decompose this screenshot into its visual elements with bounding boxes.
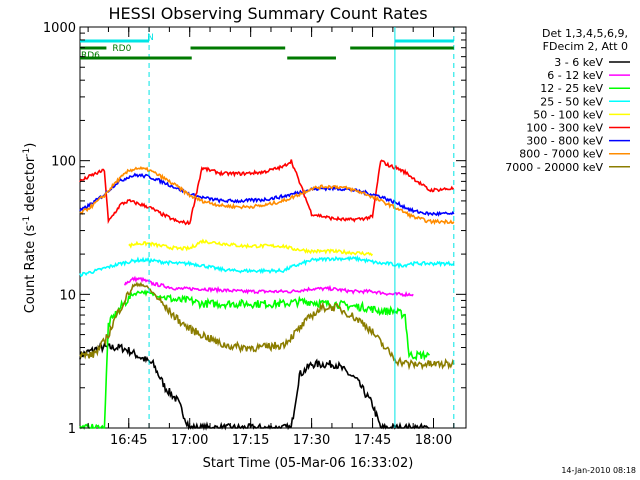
plot-area (79, 26, 467, 429)
flag-label-n: N (147, 33, 154, 43)
legend-entry-label: 800 - 7000 keV (519, 148, 603, 161)
flag-label-rd6: RD6 (81, 51, 100, 61)
plot-frame (79, 26, 467, 429)
x-tick-label: 16:45 (110, 433, 147, 448)
legend-entry-label: 50 - 100 keV (533, 108, 603, 121)
legend-header: Det 1,3,4,5,6,9, (542, 27, 628, 40)
legend-header: FDecim 2, Att 0 (543, 40, 628, 53)
series-line-6 (79, 172, 455, 217)
legend-entry-label: 3 - 6 keV (554, 56, 603, 69)
flag-label-rd0: RD0 (112, 44, 131, 54)
y-tick-label: 1 (68, 422, 76, 437)
ylabel-superscript: -1 (22, 148, 32, 157)
y-tick-label: 10 (59, 288, 76, 303)
legend-entry-label: 12 - 25 keV (540, 82, 603, 95)
legend-entry-label: 7000 - 20000 keV (505, 161, 603, 174)
ylabel-part: ) (23, 143, 38, 148)
series-line-1 (123, 275, 414, 298)
x-tick-label: 17:15 (232, 433, 269, 448)
series-group (79, 159, 455, 431)
x-axis-label: Start Time (05-Mar-06 16:33:02) (203, 456, 414, 471)
axes-group: 16:45 17:00 17:15 17:30 17:45 18:00 1 10 100 1000 (43, 21, 466, 448)
series-line-0 (79, 342, 430, 431)
y-tick-label: 1000 (43, 21, 76, 36)
series-line-2 (79, 289, 431, 430)
x-tick-label: 18:00 (415, 433, 452, 448)
x-tick-label: 17:45 (354, 433, 391, 448)
legend-entry-label: 25 - 50 keV (540, 95, 603, 108)
legend-entry-label: 100 - 300 keV (526, 122, 603, 135)
footer-timestamp: 14-Jan-2010 08:18 (561, 466, 636, 475)
legend: Det 1,3,4,5,6,9,FDecim 2, Att 0 3 - 6 keV… (505, 27, 630, 174)
ylabel-superscript: -1 (22, 216, 32, 225)
x-tick-label: 17:30 (293, 433, 330, 448)
series-line-4 (128, 238, 374, 257)
legend-entry-label: 300 - 800 keV (526, 135, 603, 148)
series-line-7 (79, 166, 455, 226)
x-tick-label: 17:00 (171, 433, 208, 448)
series-line-3 (79, 254, 455, 278)
y-tick-label: 100 (51, 155, 76, 170)
y-axis-label: Count Rate (s-1 detector-1) (22, 143, 38, 314)
ylabel-part: detector (23, 156, 38, 216)
chart-title: HESSI Observing Summary Count Rates (108, 4, 427, 23)
ylabel-part: Count Rate (s (23, 225, 38, 314)
legend-entry-label: 6 - 12 keV (547, 69, 603, 82)
series-line-8 (79, 281, 455, 371)
series-line-5 (79, 159, 455, 226)
flags-group: N RD0 RD6 (80, 27, 455, 428)
